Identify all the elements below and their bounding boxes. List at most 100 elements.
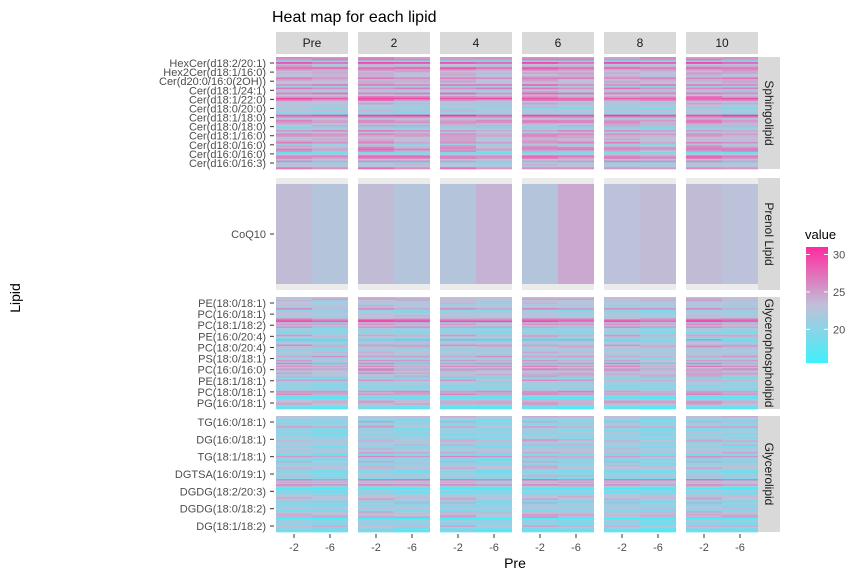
- heatmap-cell: [640, 371, 676, 373]
- heatmap-cell: [558, 368, 594, 371]
- heatmap-cell: [276, 148, 312, 151]
- heatmap-cell: [276, 347, 312, 350]
- heatmap-cell: [312, 143, 348, 146]
- heatmap-cell: [394, 163, 430, 166]
- heatmap-cell: [394, 450, 430, 453]
- heatmap-cell: [440, 400, 476, 403]
- heatmap-cell: [722, 386, 758, 389]
- heatmap-cell: [522, 162, 558, 165]
- heatmap-cell: [604, 403, 640, 406]
- heatmap-cell: [358, 361, 394, 364]
- heatmap-cell: [276, 495, 312, 498]
- heatmap-cell: [604, 355, 640, 358]
- heatmap-cell: [358, 428, 394, 431]
- heatmap-cell: [276, 79, 312, 82]
- heatmap-cell: [358, 396, 394, 399]
- heatmap-cell: [686, 109, 722, 112]
- heatmap-cell: [312, 503, 348, 506]
- heatmap-cell: [312, 128, 348, 131]
- heatmap-cell: [686, 504, 722, 507]
- heatmap-cell: [604, 399, 640, 401]
- heatmap-cell: [476, 371, 512, 373]
- heatmap-cell: [276, 450, 312, 453]
- heatmap-cell: [558, 302, 594, 305]
- heatmap-cell: [312, 489, 348, 492]
- heatmap-cell: [312, 499, 348, 502]
- heatmap-cell: [640, 332, 676, 334]
- heatmap-cell: [276, 428, 312, 431]
- heatmap-cell: [604, 118, 640, 121]
- heatmap-cell: [722, 107, 758, 110]
- heatmap-cell: [276, 68, 312, 71]
- heatmap-cell: [276, 368, 312, 371]
- heatmap-cell: [312, 369, 348, 372]
- heatmap-cell: [312, 485, 348, 488]
- heatmap-cell: [358, 97, 394, 100]
- heatmap-cell: [276, 353, 312, 355]
- heatmap-cell: [686, 517, 722, 520]
- heatmap-cell: [686, 155, 722, 158]
- heatmap-cell: [640, 63, 676, 66]
- heatmap-cell: [440, 430, 476, 432]
- heatmap-cell: [440, 450, 476, 453]
- heatmap-cell: [440, 375, 476, 378]
- heatmap-cell: [440, 311, 476, 313]
- heatmap-cell: [686, 481, 722, 484]
- heatmap-cell: [522, 337, 558, 340]
- heatmap-cell: [640, 526, 676, 529]
- heatmap-cell: [722, 464, 758, 467]
- heatmap-cell: [394, 96, 430, 99]
- heatmap-cell: [604, 488, 640, 490]
- heatmap-cell: [722, 354, 758, 357]
- heatmap-cell: [358, 102, 394, 105]
- heatmap-cell: [358, 128, 394, 131]
- heatmap-cell: [686, 157, 722, 160]
- heatmap-cell: [604, 340, 640, 343]
- heatmap-cell: [604, 498, 640, 501]
- heatmap-cell: [476, 339, 512, 341]
- heatmap-cell: [312, 318, 348, 320]
- heatmap-cell: [686, 336, 722, 338]
- heatmap-cell: [604, 375, 640, 378]
- heatmap-cell: [604, 116, 640, 119]
- heatmap-cell: [358, 109, 394, 112]
- heatmap-cell: [640, 403, 676, 406]
- heatmap-cell: [722, 332, 758, 334]
- heatmap-cell: [358, 503, 394, 506]
- heatmap-cell: [358, 407, 394, 410]
- heatmap-cell: [394, 337, 430, 340]
- heatmap-cell: [558, 160, 594, 163]
- heatmap-cell: [722, 416, 758, 418]
- heatmap-cell: [558, 319, 594, 322]
- heatmap-cell: [522, 390, 558, 393]
- heatmap-cell: [394, 436, 430, 439]
- heatmap-cell: [358, 155, 394, 158]
- heatmap-cell: [276, 439, 312, 441]
- heatmap-cell: [558, 453, 594, 456]
- heatmap-cell: [640, 501, 676, 503]
- heatmap-cell: [604, 312, 640, 315]
- heatmap-cell: [394, 459, 430, 462]
- heatmap-cell: [522, 407, 558, 410]
- heatmap-cell: [312, 153, 348, 156]
- heatmap-cell: [640, 94, 676, 97]
- heatmap-cell: [440, 323, 476, 326]
- heatmap-cell: [440, 390, 476, 393]
- heatmap-cell: [312, 449, 348, 452]
- heatmap-cell: [440, 368, 476, 371]
- heatmap-cell: [604, 371, 640, 373]
- heatmap-cell: [312, 104, 348, 107]
- heatmap-cell: [394, 524, 430, 526]
- heatmap-cell: [440, 511, 476, 514]
- heatmap-cell: [276, 298, 312, 301]
- heatmap-cell: [686, 436, 722, 439]
- heatmap-cell: [722, 184, 758, 284]
- heatmap-cell: [722, 94, 758, 97]
- heatmap-cell: [276, 400, 312, 403]
- heatmap-cell: [522, 461, 558, 463]
- heatmap-cell: [640, 329, 676, 331]
- heatmap-cell: [440, 481, 476, 484]
- heatmap-cell: [558, 150, 594, 153]
- heatmap-cell: [640, 490, 676, 493]
- heatmap-cell: [640, 397, 676, 400]
